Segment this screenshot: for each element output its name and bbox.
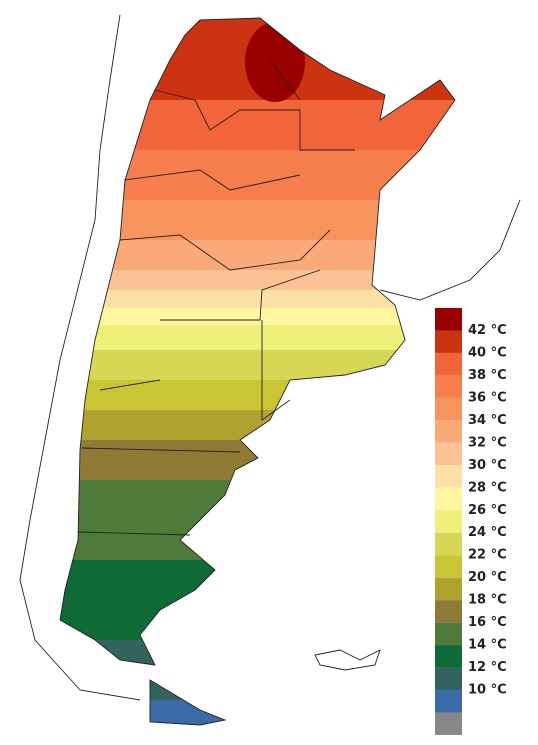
legend-swatch xyxy=(435,510,462,533)
legend-label: 22 °C xyxy=(468,548,507,563)
legend-swatch xyxy=(435,442,462,466)
legend-label: 24 °C xyxy=(468,525,507,540)
legend-label: 16 °C xyxy=(468,615,507,630)
falklands xyxy=(314,649,381,671)
legend-label: 14 °C xyxy=(468,638,507,653)
temperature-band xyxy=(60,240,455,270)
legend-label: 42 °C xyxy=(468,323,507,338)
country-outline xyxy=(59,17,456,726)
legend-label: 20 °C xyxy=(468,570,507,585)
legend-swatch xyxy=(435,577,462,601)
legend-swatch xyxy=(435,667,462,691)
hot-spot xyxy=(245,22,305,102)
legend-label: 40 °C xyxy=(468,345,507,360)
legend-swatch xyxy=(435,375,462,398)
chile-outline xyxy=(19,14,141,701)
temperature-band xyxy=(60,325,455,350)
legend-swatch xyxy=(435,532,462,556)
legend-swatch xyxy=(435,420,462,443)
legend: 42 °C 40 °C 38 °C 36 °C 34 °C 32 °C 30 °C 28 °C… xyxy=(435,308,507,735)
legend-label: 10 °C xyxy=(468,683,507,698)
temperature-band xyxy=(60,200,455,240)
legend-swatch xyxy=(435,487,462,511)
legend-label: 26 °C xyxy=(468,503,507,518)
legend-swatch xyxy=(435,397,462,421)
legend-swatch xyxy=(435,352,462,376)
temperature-band xyxy=(60,100,455,150)
legend-swatch xyxy=(435,690,462,713)
legend-label: 18 °C xyxy=(468,593,507,608)
legend-swatch xyxy=(435,622,462,646)
legend-swatch xyxy=(435,465,462,488)
temperature-band xyxy=(60,270,455,290)
temperature-band xyxy=(60,290,455,308)
province-borders xyxy=(77,59,355,536)
legend-label: 36 °C xyxy=(468,390,507,405)
temperature-band xyxy=(60,308,455,325)
legend-swatch xyxy=(435,330,462,353)
legend-label: 30 °C xyxy=(468,458,507,473)
legend-swatch xyxy=(435,645,462,668)
legend-label: 34 °C xyxy=(468,413,507,428)
legend-label: 38 °C xyxy=(468,368,507,383)
legend-swatch xyxy=(435,555,462,578)
legend-label: 28 °C xyxy=(468,480,507,495)
uruguay-outline xyxy=(379,199,521,301)
legend-swatch xyxy=(435,600,462,623)
legend-swatch xyxy=(435,712,462,735)
legend-label: 32 °C xyxy=(468,435,507,450)
legend-swatch xyxy=(435,308,462,331)
temperature-band xyxy=(60,150,455,200)
legend-label: 12 °C xyxy=(468,660,507,675)
